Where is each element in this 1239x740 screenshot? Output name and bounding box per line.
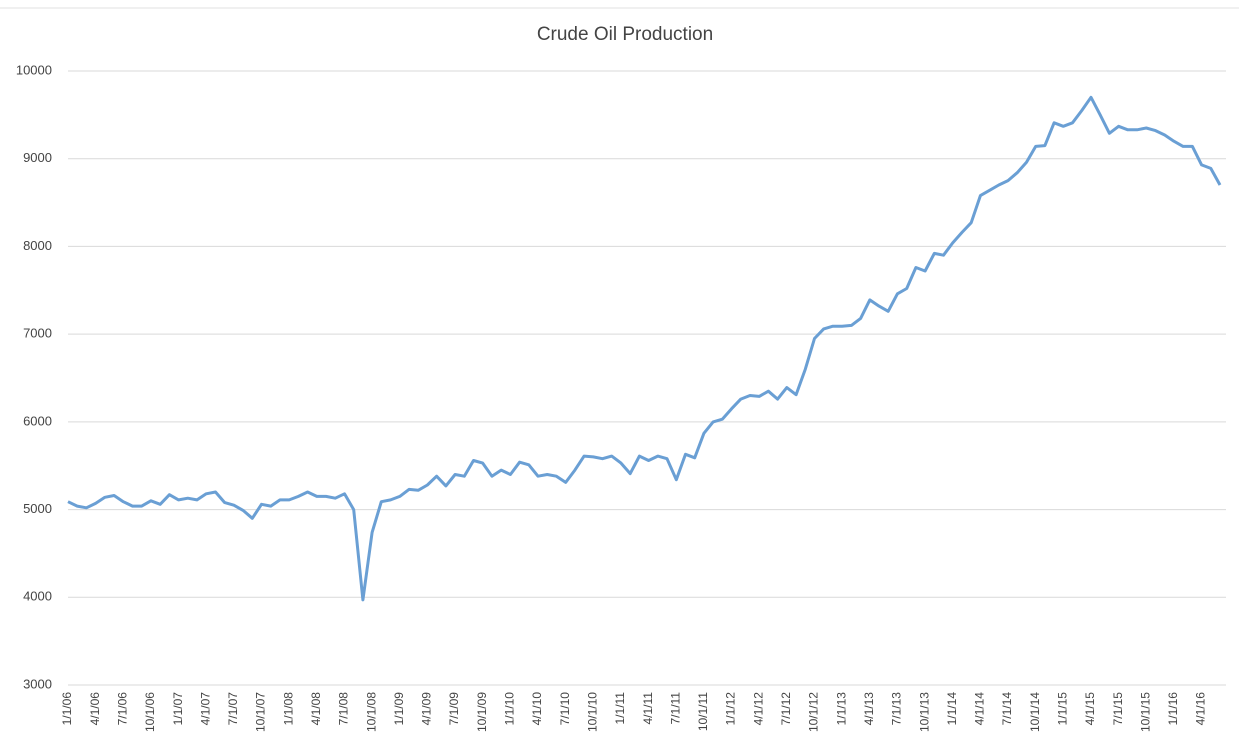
x-tick-label: 4/1/10: [530, 692, 544, 726]
x-tick-label: 7/1/12: [779, 692, 793, 726]
x-tick-label: 10/1/15: [1138, 692, 1152, 732]
x-tick-label: 7/1/13: [890, 692, 904, 726]
x-tick-label: 4/1/06: [88, 692, 102, 726]
x-tick-label: 4/1/14: [973, 692, 987, 726]
x-tick-label: 7/1/15: [1111, 692, 1125, 726]
x-tick-label: 10/1/09: [475, 692, 489, 732]
x-tick-label: 1/1/10: [503, 692, 517, 726]
x-tick-label: 7/1/14: [1000, 692, 1014, 726]
x-tick-label: 7/1/11: [668, 692, 682, 725]
x-tick-label: 1/1/09: [392, 692, 406, 726]
x-tick-label: 10/1/12: [807, 692, 821, 732]
x-tick-label: 4/1/08: [309, 692, 323, 726]
x-tick-label: 1/1/11: [613, 692, 627, 725]
data-line: [67, 95, 1222, 602]
x-tick-label: 4/1/12: [751, 692, 765, 726]
x-tick-label: 7/1/08: [337, 692, 351, 726]
x-tick-label: 10/1/11: [696, 692, 710, 731]
x-tick-label: 10/1/08: [364, 692, 378, 732]
x-tick-label: 4/1/16: [1194, 692, 1208, 726]
x-tick-label: 4/1/13: [862, 692, 876, 726]
x-tick-label: 7/1/09: [447, 692, 461, 726]
x-tick-label: 4/1/11: [641, 692, 655, 725]
x-tick-label: 1/1/06: [60, 692, 74, 726]
x-tick-label: 10/1/06: [143, 692, 157, 732]
x-tick-label: 1/1/16: [1166, 692, 1180, 726]
x-tick-label: 7/1/07: [226, 692, 240, 726]
x-tick-label: 7/1/10: [558, 692, 572, 726]
y-tick-label: 4000: [23, 589, 52, 604]
x-tick-label: 1/1/12: [724, 692, 738, 726]
x-tick-label: 10/1/14: [1028, 692, 1042, 732]
y-tick-label: 3000: [23, 676, 52, 691]
x-tick-label: 1/1/14: [945, 692, 959, 726]
y-tick-label: 8000: [23, 238, 52, 253]
x-tick-label: 7/1/06: [115, 692, 129, 726]
y-tick-label: 9000: [23, 150, 52, 165]
x-tick-label: 4/1/09: [420, 692, 434, 726]
x-tick-label: 10/1/13: [917, 692, 931, 732]
x-tick-label: 1/1/08: [281, 692, 295, 726]
x-tick-label: 4/1/15: [1083, 692, 1097, 726]
x-tick-label: 1/1/07: [171, 692, 185, 726]
y-tick-label: 10000: [16, 62, 52, 77]
x-tick-label: 4/1/07: [198, 692, 212, 726]
x-tick-label: 10/1/07: [254, 692, 268, 732]
chart-title: Crude Oil Production: [537, 24, 713, 45]
y-tick-label: 5000: [23, 501, 52, 516]
x-tick-label: 1/1/15: [1055, 692, 1069, 726]
y-tick-label: 7000: [23, 326, 52, 341]
x-tick-label: 1/1/13: [834, 692, 848, 726]
x-tick-label: 10/1/10: [585, 692, 599, 732]
y-tick-label: 6000: [23, 413, 52, 428]
